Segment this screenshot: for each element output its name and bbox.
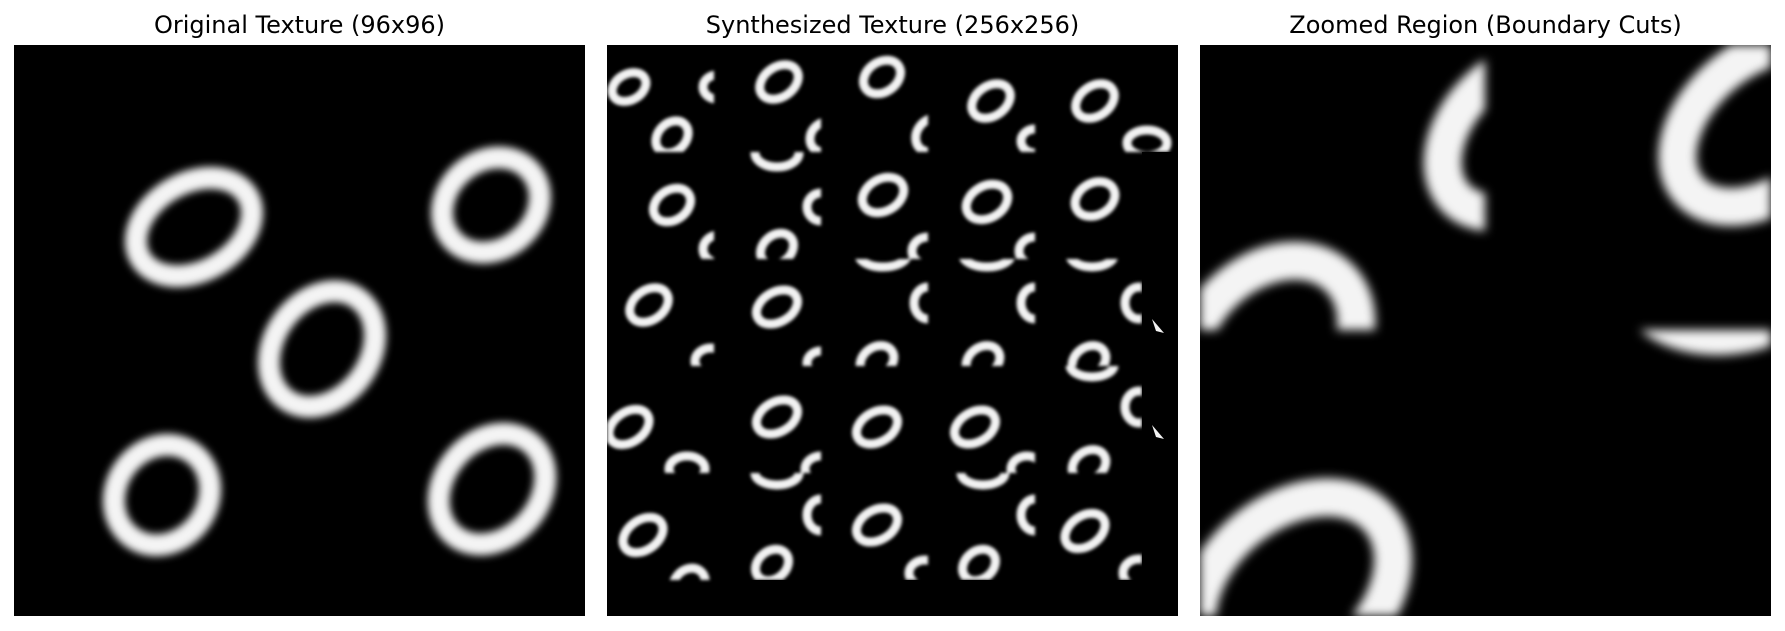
ring-shape: [124, 166, 264, 288]
zoomed-region-image: [1200, 45, 1771, 616]
panel-title-synthesized: Synthesized Texture (256x256): [705, 11, 1080, 39]
ring-shape: [427, 422, 557, 556]
synthesized-texture-image: [607, 45, 1178, 616]
ring-shape: [431, 146, 551, 264]
panel-title-zoomed: Zoomed Region (Boundary Cuts): [1289, 11, 1682, 39]
ring-shape: [102, 433, 222, 557]
ring-shape: [257, 280, 387, 418]
original-texture-image: [14, 45, 585, 616]
panel-title-original: Original Texture (96x96): [153, 11, 446, 39]
